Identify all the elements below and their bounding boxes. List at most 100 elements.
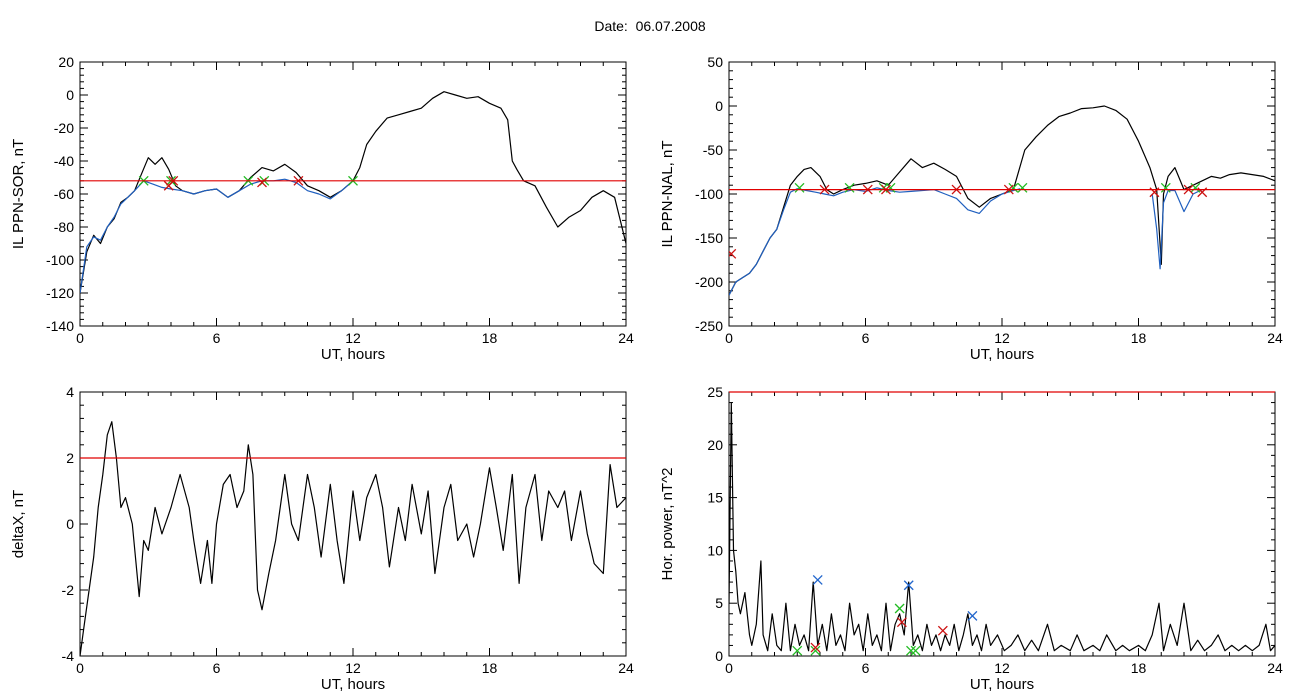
y-tick-label: 15: [707, 490, 723, 506]
series-line-raw: [80, 421, 626, 657]
marker-stroke: [894, 603, 905, 614]
x-tick-label: 6: [213, 330, 221, 346]
x-axis-label: UT, hours: [321, 676, 385, 693]
figure-date-title: Date: 06.07.2008: [0, 18, 1300, 34]
marker-stroke: [794, 182, 805, 193]
y-tick-label: -100: [46, 252, 74, 268]
y-tick-label: -50: [703, 142, 723, 158]
y-tick-label: 5: [715, 595, 723, 611]
marker-stroke: [896, 617, 907, 628]
y-tick-label: -150: [695, 230, 723, 246]
x-tick-label: 0: [76, 330, 84, 346]
plot-frame: [79, 61, 627, 327]
date-value: 06.07.2008: [635, 18, 706, 34]
x-axis-label: UT, hours: [970, 346, 1034, 363]
y-axis-label: IL PPN-NAL, nT: [659, 141, 676, 248]
marker-green-x: [844, 182, 855, 193]
x-tick-label: 0: [76, 660, 84, 676]
series-line-raw: [80, 91, 626, 294]
marker-green-x: [794, 182, 805, 193]
plot-data: [80, 421, 626, 657]
y-tick-label: -120: [46, 285, 74, 301]
plot-data: [729, 402, 1275, 656]
chart-panel-sor: 0 6 12 18 24 -140 -120 -100 -80 -60 -40 -20 0 20 UT, h…: [10, 54, 634, 363]
x-tick-label: 18: [482, 330, 498, 346]
y-tick-label: 4: [66, 384, 74, 400]
marker-stroke: [1017, 182, 1028, 193]
x-tick-label: 18: [482, 660, 498, 676]
y-tick-label: -140: [46, 318, 74, 334]
marker-green-x: [792, 645, 803, 656]
x-tick-label: 12: [345, 330, 361, 346]
marker-stroke: [792, 645, 803, 656]
y-tick-label: -200: [695, 274, 723, 290]
series-line-raw: [729, 402, 1275, 652]
chart-panel-nal: 0 6 12 18 24 -250 -200 -150 -100 -50 0 50 UT, hours I…: [659, 54, 1283, 363]
marker-red-x: [810, 642, 821, 653]
marker-red-x: [896, 617, 907, 628]
marker-blue-x: [903, 580, 914, 591]
series-line-fit-1: [80, 178, 354, 294]
x-tick-label: 12: [994, 660, 1010, 676]
marker-stroke: [906, 645, 916, 656]
x-tick-label: 6: [862, 330, 870, 346]
marker-red-x: [729, 248, 737, 259]
y-axis-label: IL PPN-SOR, nT: [10, 139, 27, 249]
date-label: Date:: [594, 18, 628, 34]
marker-stroke: [1190, 182, 1201, 193]
y-axis-label: deltaX, nT: [10, 490, 27, 558]
plot-data: [80, 91, 626, 294]
y-tick-label: -100: [695, 186, 723, 202]
marker-stroke: [903, 580, 914, 591]
y-tick-label: 0: [715, 648, 723, 664]
marker-stroke: [844, 182, 855, 193]
series-line-raw: [729, 105, 1275, 296]
y-tick-label: -60: [54, 186, 74, 202]
marker-blue-x: [967, 610, 978, 621]
y-tick-label: 50: [707, 54, 723, 70]
y-tick-label: 25: [707, 384, 723, 400]
y-axis-label: Hor. power, nT^2: [659, 468, 676, 581]
marker-red-x: [937, 625, 948, 636]
x-tick-label: 6: [862, 660, 870, 676]
y-tick-label: -2: [62, 582, 75, 598]
plot-data: [729, 105, 1275, 296]
y-tick-label: -250: [695, 318, 723, 334]
y-tick-label: 0: [66, 87, 74, 103]
y-tick-label: -4: [62, 648, 75, 664]
series-line-fit-1: [729, 187, 1021, 296]
marker-red-x: [257, 177, 267, 188]
y-tick-label: 0: [66, 516, 74, 532]
y-tick-label: 10: [707, 542, 723, 558]
x-tick-label: 0: [725, 330, 733, 346]
y-tick-label: 20: [707, 437, 723, 453]
marker-green-x: [1017, 182, 1028, 193]
marker-green-x: [894, 603, 905, 614]
marker-stroke: [257, 177, 267, 188]
x-tick-label: 18: [1131, 660, 1147, 676]
x-tick-label: 24: [618, 330, 634, 346]
marker-green-x: [1160, 182, 1171, 193]
marker-stroke: [810, 645, 821, 656]
y-tick-label: 0: [715, 98, 723, 114]
marker-stroke: [967, 610, 978, 621]
x-tick-label: 24: [1267, 330, 1283, 346]
y-tick-label: 20: [58, 54, 74, 70]
x-tick-label: 0: [725, 660, 733, 676]
x-tick-label: 24: [1267, 660, 1283, 676]
marker-green-x: [910, 645, 921, 656]
marker-green-x: [1190, 182, 1201, 193]
marker-green-x: [906, 645, 916, 656]
y-tick-label: -40: [54, 153, 74, 169]
x-tick-label: 18: [1131, 330, 1147, 346]
chart-panel-power: 0 6 12 18 24 0 5 10 15 20 25 UT, hours Hor. power, n…: [659, 384, 1283, 693]
x-axis-label: UT, hours: [321, 346, 385, 363]
marker-green-x: [810, 645, 821, 656]
marker-stroke: [812, 575, 823, 585]
marker-stroke: [810, 642, 821, 653]
marker-stroke: [937, 625, 948, 636]
y-tick-label: -20: [54, 120, 74, 136]
marker-stroke: [1160, 182, 1171, 193]
